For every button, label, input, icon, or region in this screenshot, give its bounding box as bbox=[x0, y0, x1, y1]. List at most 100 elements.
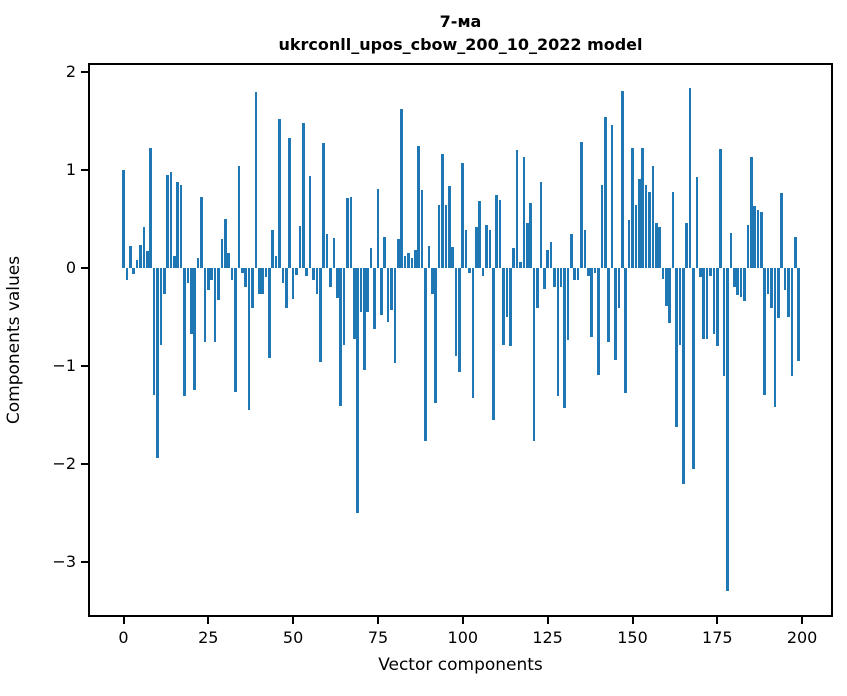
bar-component-13 bbox=[166, 174, 169, 268]
bar-component-143 bbox=[607, 268, 610, 342]
bar-component-94 bbox=[441, 154, 444, 268]
chart-title: 7-ма ukrconll_upos_cbow_200_10_2022 mode… bbox=[88, 10, 833, 56]
bar-component-68 bbox=[352, 268, 356, 339]
bar-component-16 bbox=[176, 181, 180, 268]
x-tick-mark-200 bbox=[801, 617, 804, 624]
bar-component-146 bbox=[617, 268, 621, 309]
bar-component-150 bbox=[631, 148, 634, 268]
x-tick-label-75: 75 bbox=[367, 628, 389, 647]
bar-component-139 bbox=[593, 268, 597, 273]
bar-component-184 bbox=[746, 224, 750, 268]
bar-component-158 bbox=[658, 226, 661, 268]
x-tick-mark-125 bbox=[546, 617, 549, 624]
y-tick-mark-2 bbox=[81, 71, 88, 73]
bar-component-153 bbox=[641, 147, 644, 268]
bar-component-169 bbox=[695, 176, 699, 268]
bar-component-78 bbox=[386, 268, 390, 322]
chart-title-line2: ukrconll_upos_cbow_200_10_2022 model bbox=[278, 35, 643, 54]
x-tick-mark-150 bbox=[631, 617, 634, 624]
bar-component-192 bbox=[773, 268, 777, 408]
bar-component-91 bbox=[430, 268, 434, 294]
bar-component-138 bbox=[590, 268, 594, 337]
bar-component-189 bbox=[763, 268, 767, 396]
bar-component-145 bbox=[614, 268, 617, 361]
bar-component-107 bbox=[485, 224, 488, 268]
bar-component-104 bbox=[475, 226, 478, 268]
x-tick-mark-75 bbox=[377, 617, 379, 624]
bar-component-166 bbox=[685, 222, 689, 268]
bar-component-93 bbox=[437, 205, 441, 268]
x-tick-label-100: 100 bbox=[447, 628, 479, 647]
bar-component-191 bbox=[770, 268, 773, 309]
bar-component-178 bbox=[726, 268, 729, 592]
bar-component-26 bbox=[210, 268, 214, 280]
bar-component-112 bbox=[502, 268, 505, 346]
bar-component-14 bbox=[169, 172, 173, 268]
bar-component-160 bbox=[665, 268, 668, 307]
bar-component-121 bbox=[532, 268, 536, 441]
bar-component-144 bbox=[610, 124, 614, 268]
bar-component-124 bbox=[542, 268, 546, 289]
bar-component-171 bbox=[702, 268, 706, 339]
y-tick-label-0: 0 bbox=[65, 258, 76, 277]
bar-component-3 bbox=[132, 268, 135, 274]
y-tick-label-2: 2 bbox=[65, 62, 76, 81]
bar-component-175 bbox=[715, 268, 719, 347]
bar-component-70 bbox=[359, 268, 363, 313]
bar-component-45 bbox=[274, 256, 278, 268]
bar-component-176 bbox=[719, 149, 722, 268]
bar-component-55 bbox=[308, 175, 312, 268]
bar-component-102 bbox=[468, 268, 471, 273]
bar-component-85 bbox=[410, 258, 414, 268]
bar-component-60 bbox=[325, 233, 329, 268]
bar-component-8 bbox=[149, 148, 152, 268]
bar-component-162 bbox=[671, 191, 675, 268]
bar-component-20 bbox=[190, 268, 193, 334]
bar-component-100 bbox=[461, 163, 465, 268]
bar-component-135 bbox=[580, 141, 583, 268]
x-tick-mark-0 bbox=[122, 617, 125, 624]
bar-component-25 bbox=[207, 268, 210, 290]
bar-component-79 bbox=[390, 268, 393, 311]
bar-component-73 bbox=[369, 248, 373, 268]
bar-component-41 bbox=[261, 268, 264, 294]
bar-component-48 bbox=[285, 268, 288, 309]
bar-component-156 bbox=[651, 166, 655, 268]
bar-component-76 bbox=[380, 268, 383, 315]
bar-component-197 bbox=[790, 268, 794, 376]
bar-component-88 bbox=[420, 189, 424, 268]
bar-component-165 bbox=[682, 268, 685, 484]
bar-component-50 bbox=[291, 268, 295, 300]
bar-component-96 bbox=[447, 185, 451, 268]
bar-component-59 bbox=[322, 142, 325, 268]
bar-component-40 bbox=[257, 268, 261, 294]
bar-component-1 bbox=[125, 268, 129, 280]
bar-component-152 bbox=[637, 178, 641, 268]
bar-component-116 bbox=[515, 150, 519, 268]
bar-component-38 bbox=[251, 268, 254, 309]
bar-component-113 bbox=[505, 268, 509, 317]
bar-component-123 bbox=[539, 181, 543, 268]
bar-component-15 bbox=[173, 256, 176, 268]
bar-component-188 bbox=[760, 212, 763, 268]
bar-component-186 bbox=[753, 206, 756, 268]
bar-component-63 bbox=[335, 268, 339, 299]
bar-component-193 bbox=[777, 268, 780, 318]
plot-area bbox=[88, 63, 833, 617]
bar-component-35 bbox=[240, 268, 244, 273]
y-tick-label-1: 1 bbox=[65, 160, 76, 179]
bar-component-128 bbox=[556, 268, 560, 397]
x-tick-label-150: 150 bbox=[617, 628, 648, 647]
x-tick-mark-25 bbox=[207, 617, 210, 624]
bar-component-62 bbox=[332, 237, 336, 268]
bar-component-122 bbox=[536, 268, 539, 309]
bar-component-140 bbox=[597, 268, 600, 375]
bar-component-54 bbox=[305, 268, 309, 276]
x-tick-mark-175 bbox=[716, 617, 719, 624]
bar-component-95 bbox=[444, 205, 448, 268]
chart-title-line1: 7-ма bbox=[439, 12, 482, 31]
bar-component-173 bbox=[709, 268, 712, 276]
bar-component-111 bbox=[498, 200, 502, 268]
bar-component-97 bbox=[451, 247, 454, 268]
